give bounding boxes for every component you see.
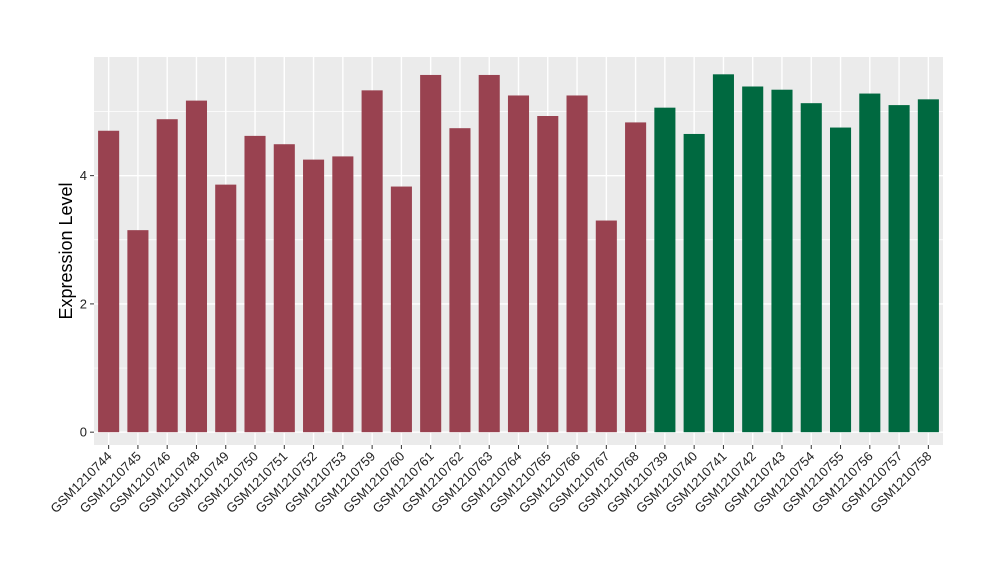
y-axis: 0 2 4 — [80, 168, 94, 440]
bar — [244, 135, 266, 433]
bar — [683, 133, 705, 433]
bar — [654, 107, 676, 433]
bar — [507, 95, 530, 433]
bar — [771, 89, 793, 433]
bars — [98, 74, 939, 433]
bar — [888, 105, 910, 433]
bar — [185, 100, 208, 433]
bar — [390, 186, 412, 433]
bar — [303, 159, 325, 433]
bar — [156, 119, 178, 433]
bar — [215, 184, 237, 433]
bar — [449, 128, 471, 433]
bar — [127, 230, 149, 433]
bar — [742, 86, 764, 433]
bar — [98, 130, 120, 433]
bar — [917, 99, 939, 433]
bar — [859, 93, 881, 433]
bar — [420, 74, 442, 433]
bar — [332, 156, 354, 433]
bar — [595, 220, 617, 433]
y-tick-label: 0 — [80, 425, 87, 440]
y-tick-label: 2 — [80, 296, 87, 311]
bar — [800, 103, 822, 433]
bar — [625, 122, 647, 433]
bar — [712, 74, 734, 433]
y-tick-label: 4 — [80, 168, 87, 183]
bar — [478, 74, 500, 433]
bar — [361, 90, 383, 433]
bar — [829, 127, 852, 433]
x-axis: GSM1210744GSM1210745GSM1210746GSM1210748… — [47, 445, 934, 516]
bar — [537, 116, 559, 433]
bar — [273, 144, 295, 433]
bar — [566, 95, 588, 433]
y-axis-title: Expression Level — [56, 182, 76, 319]
